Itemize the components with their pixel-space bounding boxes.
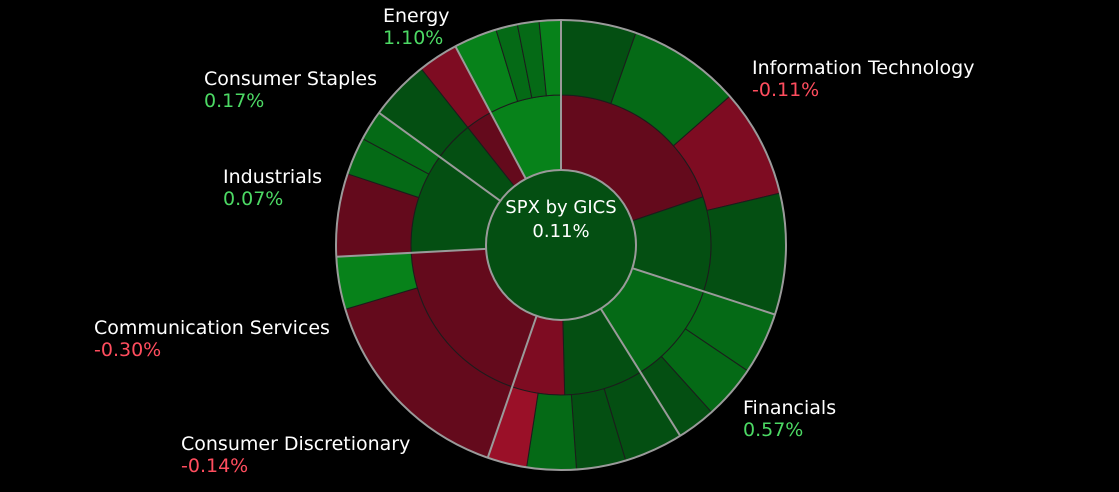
sector-label-industrials[interactable]: Industrials 0.07% bbox=[223, 166, 322, 210]
sector-separator bbox=[454, 45, 527, 180]
sector-label-information-technology[interactable]: Information Technology -0.11% bbox=[752, 57, 974, 101]
sector-change: -0.11% bbox=[752, 79, 820, 101]
sector-name: Communication Services bbox=[94, 317, 330, 339]
sector-separator bbox=[378, 111, 501, 202]
sector-name: Consumer Staples bbox=[204, 68, 378, 90]
sector-change: 1.10% bbox=[383, 27, 444, 49]
chart-title: SPX by GICS bbox=[505, 197, 617, 218]
sector-change: -0.30% bbox=[94, 339, 162, 361]
sector-separator bbox=[632, 267, 776, 316]
sector-name: Energy bbox=[383, 5, 450, 27]
chart-center-label: SPX by GICS 0.11% bbox=[486, 196, 636, 244]
sunburst-outer-rim bbox=[335, 19, 787, 471]
sector-separator bbox=[599, 308, 682, 437]
sector-label-energy[interactable]: Energy 1.10% bbox=[383, 5, 450, 49]
sector-name: Consumer Discretionary bbox=[181, 433, 411, 455]
sector-separator bbox=[336, 247, 487, 258]
sector-name: Information Technology bbox=[752, 57, 975, 79]
sector-change: 0.17% bbox=[204, 90, 265, 112]
sector-change: 0.07% bbox=[223, 188, 284, 210]
sector-name: Financials bbox=[743, 397, 837, 419]
sector-label-financials[interactable]: Financials 0.57% bbox=[743, 397, 836, 441]
sector-separator bbox=[486, 315, 538, 459]
sector-name: Industrials bbox=[223, 166, 323, 188]
chart-center-value: 0.11% bbox=[532, 221, 590, 242]
sector-label-consumer-staples[interactable]: Consumer Staples 0.17% bbox=[204, 68, 377, 112]
sector-label-consumer-discretionary[interactable]: Consumer Discretionary -0.14% bbox=[181, 433, 410, 477]
sector-change: 0.57% bbox=[743, 419, 804, 441]
sector-label-communication-services[interactable]: Communication Services -0.30% bbox=[94, 317, 330, 361]
sector-change: -0.14% bbox=[181, 455, 249, 477]
sunburst-center[interactable] bbox=[485, 169, 637, 321]
